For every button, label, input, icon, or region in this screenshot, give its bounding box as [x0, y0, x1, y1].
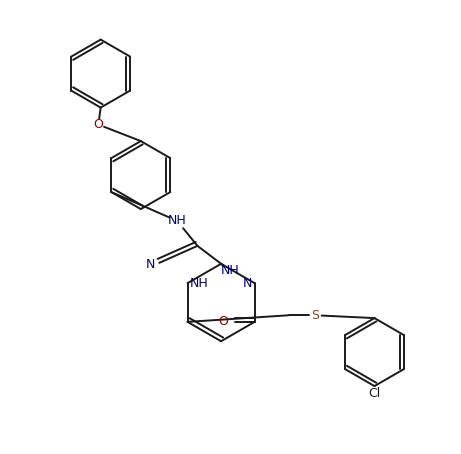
Text: N: N: [146, 258, 155, 271]
Text: NH: NH: [221, 264, 240, 277]
Text: NH: NH: [190, 276, 209, 290]
Text: NH: NH: [168, 214, 187, 227]
Text: O: O: [219, 316, 229, 328]
Text: Cl: Cl: [368, 387, 381, 400]
Text: N: N: [243, 276, 252, 290]
Text: S: S: [312, 309, 319, 322]
Text: O: O: [94, 118, 103, 131]
